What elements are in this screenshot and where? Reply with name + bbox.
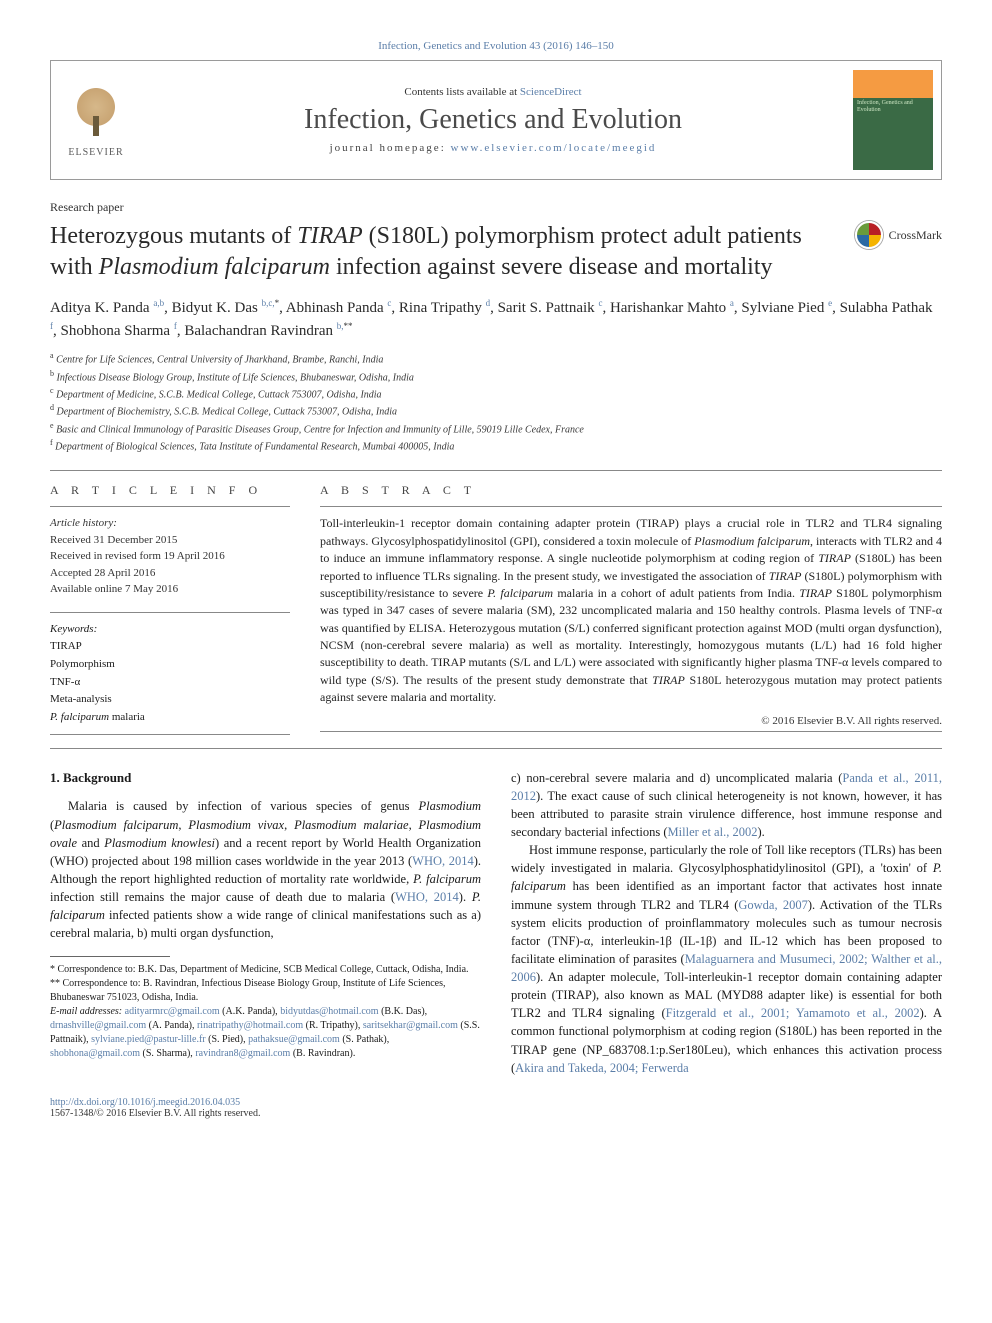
article-type-label: Research paper (50, 200, 942, 215)
crossmark-icon (855, 221, 883, 249)
affiliation-line: c Department of Medicine, S.C.B. Medical… (50, 385, 942, 402)
journal-header-box: ELSEVIER Contents lists available at Sci… (50, 60, 942, 180)
keywords-label: Keywords: (50, 623, 97, 635)
keyword-item: Meta-analysis (50, 693, 112, 705)
homepage-prefix: journal homepage: (330, 142, 451, 154)
corr-footnote-2: ** Correspondence to: B. Ravindran, Infe… (50, 977, 481, 1005)
article-history-block: Article history: Received 31 December 20… (50, 506, 290, 598)
affiliation-line: e Basic and Clinical Immunology of Paras… (50, 420, 942, 437)
left-column: 1. Background Malaria is caused by infec… (50, 769, 481, 1077)
keyword-item: Polymorphism (50, 658, 115, 670)
elsevier-label: ELSEVIER (68, 147, 123, 158)
history-line: Accepted 28 April 2016 (50, 567, 155, 579)
abstract-column: A B S T R A C T Toll-interleukin-1 recep… (320, 483, 942, 743)
author-list: Aditya K. Panda a,b, Bidyut K. Das b,c,*… (50, 297, 942, 342)
contents-lists-line: Contents lists available at ScienceDirec… (141, 86, 845, 98)
homepage-link[interactable]: www.elsevier.com/locate/meegid (451, 142, 657, 154)
article-history-label: Article history: (50, 517, 117, 529)
keyword-item: P. falciparum malaria (50, 711, 145, 723)
keywords-block: Keywords: TIRAP Polymorphism TNF-α Meta-ana… (50, 612, 290, 736)
affiliation-line: b Infectious Disease Biology Group, Inst… (50, 368, 942, 385)
section-heading-background: 1. Background (50, 769, 481, 788)
crossmark-badge[interactable]: CrossMark (855, 221, 942, 249)
article-info-column: A R T I C L E I N F O Article history: R… (50, 483, 290, 743)
body-two-column: 1. Background Malaria is caused by infec… (50, 769, 942, 1077)
divider (50, 748, 942, 749)
sciencedirect-link[interactable]: ScienceDirect (520, 86, 582, 98)
affiliations-list: a Centre for Life Sciences, Central Univ… (50, 350, 942, 454)
affiliation-line: f Department of Biological Sciences, Tat… (50, 437, 942, 454)
history-line: Received 31 December 2015 (50, 534, 177, 546)
footer-bar: http://dx.doi.org/10.1016/j.meegid.2016.… (50, 1097, 942, 1119)
right-column: c) non-cerebral severe malaria and d) un… (511, 769, 942, 1077)
elsevier-logo: ELSEVIER (51, 61, 141, 179)
doi-link[interactable]: http://dx.doi.org/10.1016/j.meegid.2016.… (50, 1097, 240, 1108)
article-title: Heterozygous mutants of TIRAP (S180L) po… (50, 221, 835, 283)
abstract-copyright: © 2016 Elsevier B.V. All rights reserved… (320, 715, 942, 727)
issn-line: 1567-1348/© 2016 Elsevier B.V. All right… (50, 1108, 260, 1119)
footnote-rule (50, 956, 170, 957)
background-paragraph-1: Malaria is caused by infection of variou… (50, 797, 481, 942)
cover-title-text: Infection, Genetics and Evolution (857, 100, 933, 113)
running-header: Infection, Genetics and Evolution 43 (20… (50, 40, 942, 52)
email-footnote: E-mail addresses: adityarmrc@gmail.com (… (50, 1005, 481, 1061)
history-line: Received in revised form 19 April 2016 (50, 550, 225, 562)
divider (320, 731, 942, 732)
journal-homepage-line: journal homepage: www.elsevier.com/locat… (141, 142, 845, 154)
keyword-item: TIRAP (50, 640, 82, 652)
journal-name: Infection, Genetics and Evolution (141, 104, 845, 136)
abstract-text: Toll-interleukin-1 receptor domain conta… (320, 506, 942, 706)
affiliation-line: d Department of Biochemistry, S.C.B. Med… (50, 402, 942, 419)
history-line: Available online 7 May 2016 (50, 583, 178, 595)
elsevier-tree-icon (66, 83, 126, 143)
journal-cover-thumbnail: Infection, Genetics and Evolution (853, 70, 933, 170)
crossmark-label: CrossMark (889, 228, 942, 243)
keyword-item: TNF-α (50, 676, 80, 688)
divider (50, 470, 942, 471)
background-paragraph-2: c) non-cerebral severe malaria and d) un… (511, 769, 942, 842)
affiliation-line: a Centre for Life Sciences, Central Univ… (50, 350, 942, 367)
contents-prefix: Contents lists available at (404, 86, 519, 98)
background-paragraph-3: Host immune response, particularly the r… (511, 841, 942, 1077)
footnotes-block: * Correspondence to: B.K. Das, Departmen… (50, 963, 481, 1061)
abstract-heading: A B S T R A C T (320, 483, 942, 498)
email-label: E-mail addresses: (50, 1006, 122, 1017)
article-info-heading: A R T I C L E I N F O (50, 483, 290, 498)
corr-footnote-1: * Correspondence to: B.K. Das, Departmen… (50, 963, 481, 977)
